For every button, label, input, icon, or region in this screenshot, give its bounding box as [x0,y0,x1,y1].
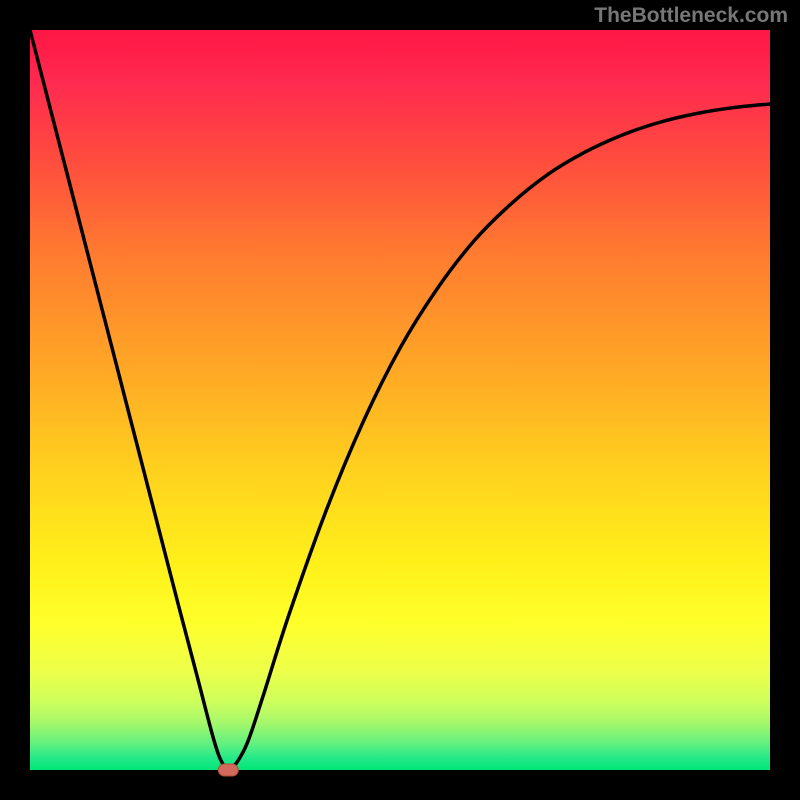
chart-svg [0,0,800,800]
bottleneck-chart: TheBottleneck.com [0,0,800,800]
